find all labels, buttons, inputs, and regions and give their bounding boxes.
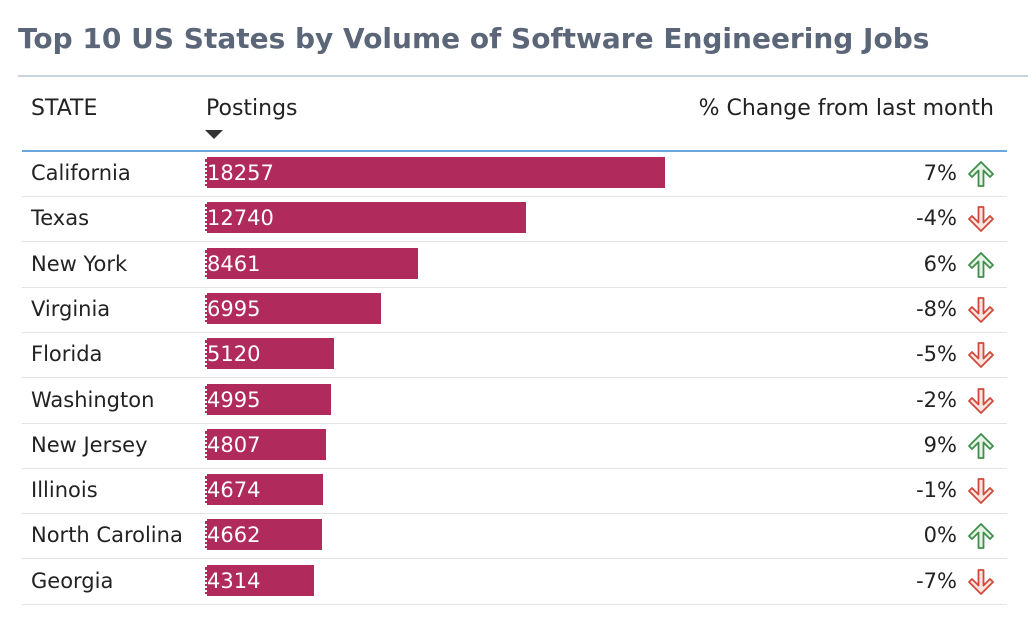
postings-bar[interactable] — [205, 564, 314, 596]
state-name: Texas — [31, 206, 90, 231]
title-divider — [18, 75, 1028, 77]
state-name: Georgia — [31, 568, 114, 593]
postings-value: 5120 — [207, 342, 261, 367]
state-name: Washington — [31, 387, 155, 412]
column-header-change[interactable]: % Change from last month — [698, 96, 994, 121]
postings-bar[interactable] — [205, 519, 322, 551]
postings-value: 8461 — [207, 251, 261, 276]
postings-value: 4662 — [207, 523, 261, 548]
postings-bar[interactable] — [205, 338, 334, 370]
table-row[interactable]: Texas 12740 -4% — [22, 196, 1007, 243]
arrow-down-icon — [968, 342, 994, 369]
table-row[interactable]: Florida 5120 -5% — [22, 332, 1007, 379]
percent-change: -7% — [916, 568, 957, 593]
postings-value: 4314 — [207, 568, 261, 593]
column-header-postings[interactable]: Postings — [206, 96, 298, 121]
percent-change: 0% — [923, 523, 957, 548]
state-name: Illinois — [31, 478, 98, 503]
table-row[interactable]: Virginia 6995 -8% — [22, 287, 1007, 333]
arrow-up-icon — [968, 432, 994, 459]
postings-value: 12740 — [207, 206, 274, 231]
arrow-down-icon — [968, 296, 994, 323]
arrow-down-icon — [968, 206, 994, 233]
percent-change: -2% — [916, 387, 957, 412]
postings-bar[interactable] — [205, 474, 323, 506]
state-name: New York — [31, 251, 128, 276]
state-name: New Jersey — [31, 432, 148, 457]
table-row[interactable]: Washington 4995 -2% — [22, 378, 1007, 424]
table-row[interactable]: North Carolina 4662 0% — [22, 513, 1007, 560]
state-name: Virginia — [31, 296, 111, 321]
header-divider — [22, 150, 1007, 152]
postings-value: 4995 — [207, 387, 261, 412]
table-row[interactable]: Georgia 4314 -7% — [22, 559, 1007, 605]
sort-descending-icon[interactable] — [205, 130, 223, 139]
postings-bar[interactable] — [205, 428, 326, 460]
postings-bar[interactable] — [205, 202, 526, 234]
percent-change: -5% — [916, 342, 957, 367]
percent-change: 7% — [923, 161, 957, 185]
percent-change: -4% — [916, 206, 957, 231]
percent-change: -8% — [916, 296, 957, 321]
arrow-up-icon — [968, 161, 994, 187]
percent-change: -1% — [916, 478, 957, 503]
arrow-down-icon — [968, 478, 994, 504]
arrow-down-icon — [968, 568, 994, 595]
postings-value: 4807 — [207, 432, 261, 457]
table-row[interactable]: California 18257 7% — [22, 151, 1007, 197]
chart-title: Top 10 US States by Volume of Software E… — [18, 22, 930, 55]
arrow-up-icon — [968, 251, 994, 278]
postings-bar[interactable] — [205, 247, 418, 279]
postings-bar[interactable] — [205, 157, 665, 188]
column-header-state[interactable]: STATE — [31, 96, 98, 121]
postings-bar[interactable] — [205, 292, 381, 324]
state-name: California — [31, 161, 131, 185]
postings-value: 4674 — [207, 478, 261, 503]
percent-change: 9% — [923, 432, 957, 457]
state-name: Florida — [31, 342, 103, 367]
arrow-up-icon — [968, 523, 994, 550]
postings-value: 18257 — [207, 161, 274, 185]
postings-value: 6995 — [207, 296, 261, 321]
table-row[interactable]: Illinois 4674 -1% — [22, 468, 1007, 515]
state-name: North Carolina — [31, 523, 183, 548]
table-row[interactable]: New Jersey 4807 9% — [22, 423, 1007, 469]
table-row[interactable]: New York 8461 6% — [22, 242, 1007, 288]
postings-bar[interactable] — [205, 383, 331, 415]
arrow-down-icon — [968, 387, 994, 414]
percent-change: 6% — [923, 251, 957, 276]
